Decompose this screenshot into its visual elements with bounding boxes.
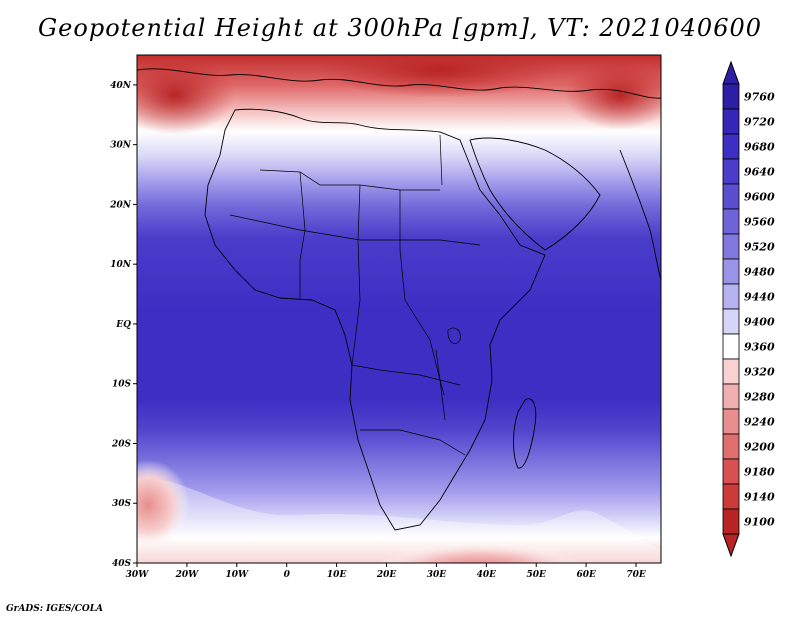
coastlines: [137, 68, 661, 531]
lat-tick-label: 30N: [110, 141, 132, 151]
colorbar-swatch: [722, 208, 740, 235]
colorbar-label: 9640: [744, 166, 775, 179]
colorbar-swatch: [722, 308, 740, 335]
lat-tick-label: 10N: [110, 260, 132, 270]
lat-tick-label: 40S: [112, 559, 132, 569]
colorbar-label: 9400: [744, 316, 775, 329]
map-figure: 30W 20W 10W 0 10E 20E 30E 40E 50E 60E 70E 40N 30N 20…: [109, 54, 775, 580]
lat-axis: 40N 30N 20N 10N EQ 10S 20S 30S 40S: [109, 81, 137, 569]
lat-tick-label: 30S: [112, 499, 132, 509]
map-title: Geopotential Height at 300hPa [gpm], VT:…: [38, 14, 762, 42]
lon-tick-label: 20E: [376, 570, 397, 580]
lon-axis: 30W 20W 10W 0 10E 20E 30E 40E 50E 60E 70E: [126, 563, 646, 580]
colorbar: 9760 9720 9680 9640 9600 9560 9520 9480 9440 9400…: [722, 60, 775, 558]
colorbar-label: 9100: [744, 516, 775, 529]
lon-tick-label: 70E: [626, 570, 646, 580]
lat-tick-label: 20N: [109, 200, 132, 210]
colorbar-swatch: [722, 183, 740, 210]
colorbar-label: 9720: [744, 116, 775, 129]
lat-tick-label: 20S: [111, 439, 132, 449]
lon-tick-label: 10E: [327, 570, 347, 580]
colorbar-label: 9200: [744, 441, 775, 454]
colorbar-swatch: [722, 258, 740, 285]
colorbar-label: 9760: [744, 91, 775, 104]
colorbar-swatch: [722, 133, 740, 160]
colorbar-swatch: [722, 158, 740, 185]
map-frame: [136, 54, 662, 564]
colorbar-swatch: [722, 83, 740, 110]
colorbar-label: 9520: [744, 241, 775, 254]
colorbar-label: 9600: [744, 191, 775, 204]
colorbar-swatch: [722, 508, 740, 535]
colorbar-swatch: [722, 358, 740, 385]
lon-tick-label: 20W: [175, 570, 200, 580]
lon-tick-label: 30W: [126, 570, 150, 580]
colorbar-swatch: [722, 383, 740, 410]
lon-tick-label: 0: [284, 570, 291, 580]
lon-tick-label: 50E: [527, 570, 547, 580]
colorbar-swatch: [722, 108, 740, 135]
grads-credit: GrADS: IGES/COLA: [6, 604, 104, 614]
lon-tick-label: 60E: [576, 570, 596, 580]
lat-tick-label: 40N: [110, 81, 132, 91]
lat-tick-label: 10S: [112, 380, 132, 390]
colorbar-swatch: [722, 408, 740, 435]
colorbar-label: 9140: [744, 491, 775, 504]
colorbar-label: 9680: [744, 141, 775, 154]
colorbar-swatch: [722, 433, 740, 460]
colorbar-swatch: [722, 333, 740, 360]
colorbar-swatch: [722, 483, 740, 510]
colorbar-label: 9480: [744, 266, 775, 279]
colorbar-max-arrow: [722, 60, 740, 85]
colorbar-label: 9560: [744, 216, 775, 229]
colorbar-swatch: [722, 233, 740, 260]
lon-tick-label: 40E: [477, 570, 497, 580]
colorbar-label: 9280: [744, 391, 775, 404]
lat-tick-label: EQ: [115, 320, 131, 330]
lon-tick-label: 30E: [427, 570, 447, 580]
height-field: [137, 55, 661, 563]
colorbar-label: 9320: [744, 366, 775, 379]
colorbar-label: 9360: [744, 341, 775, 354]
colorbar-swatch: [722, 283, 740, 310]
colorbar-label: 9440: [744, 291, 775, 304]
colorbar-min-arrow: [722, 533, 740, 558]
lon-tick-label: 10W: [225, 570, 249, 580]
colorbar-label: 9180: [744, 466, 775, 479]
colorbar-label: 9240: [744, 416, 775, 429]
colorbar-swatch: [722, 458, 740, 485]
